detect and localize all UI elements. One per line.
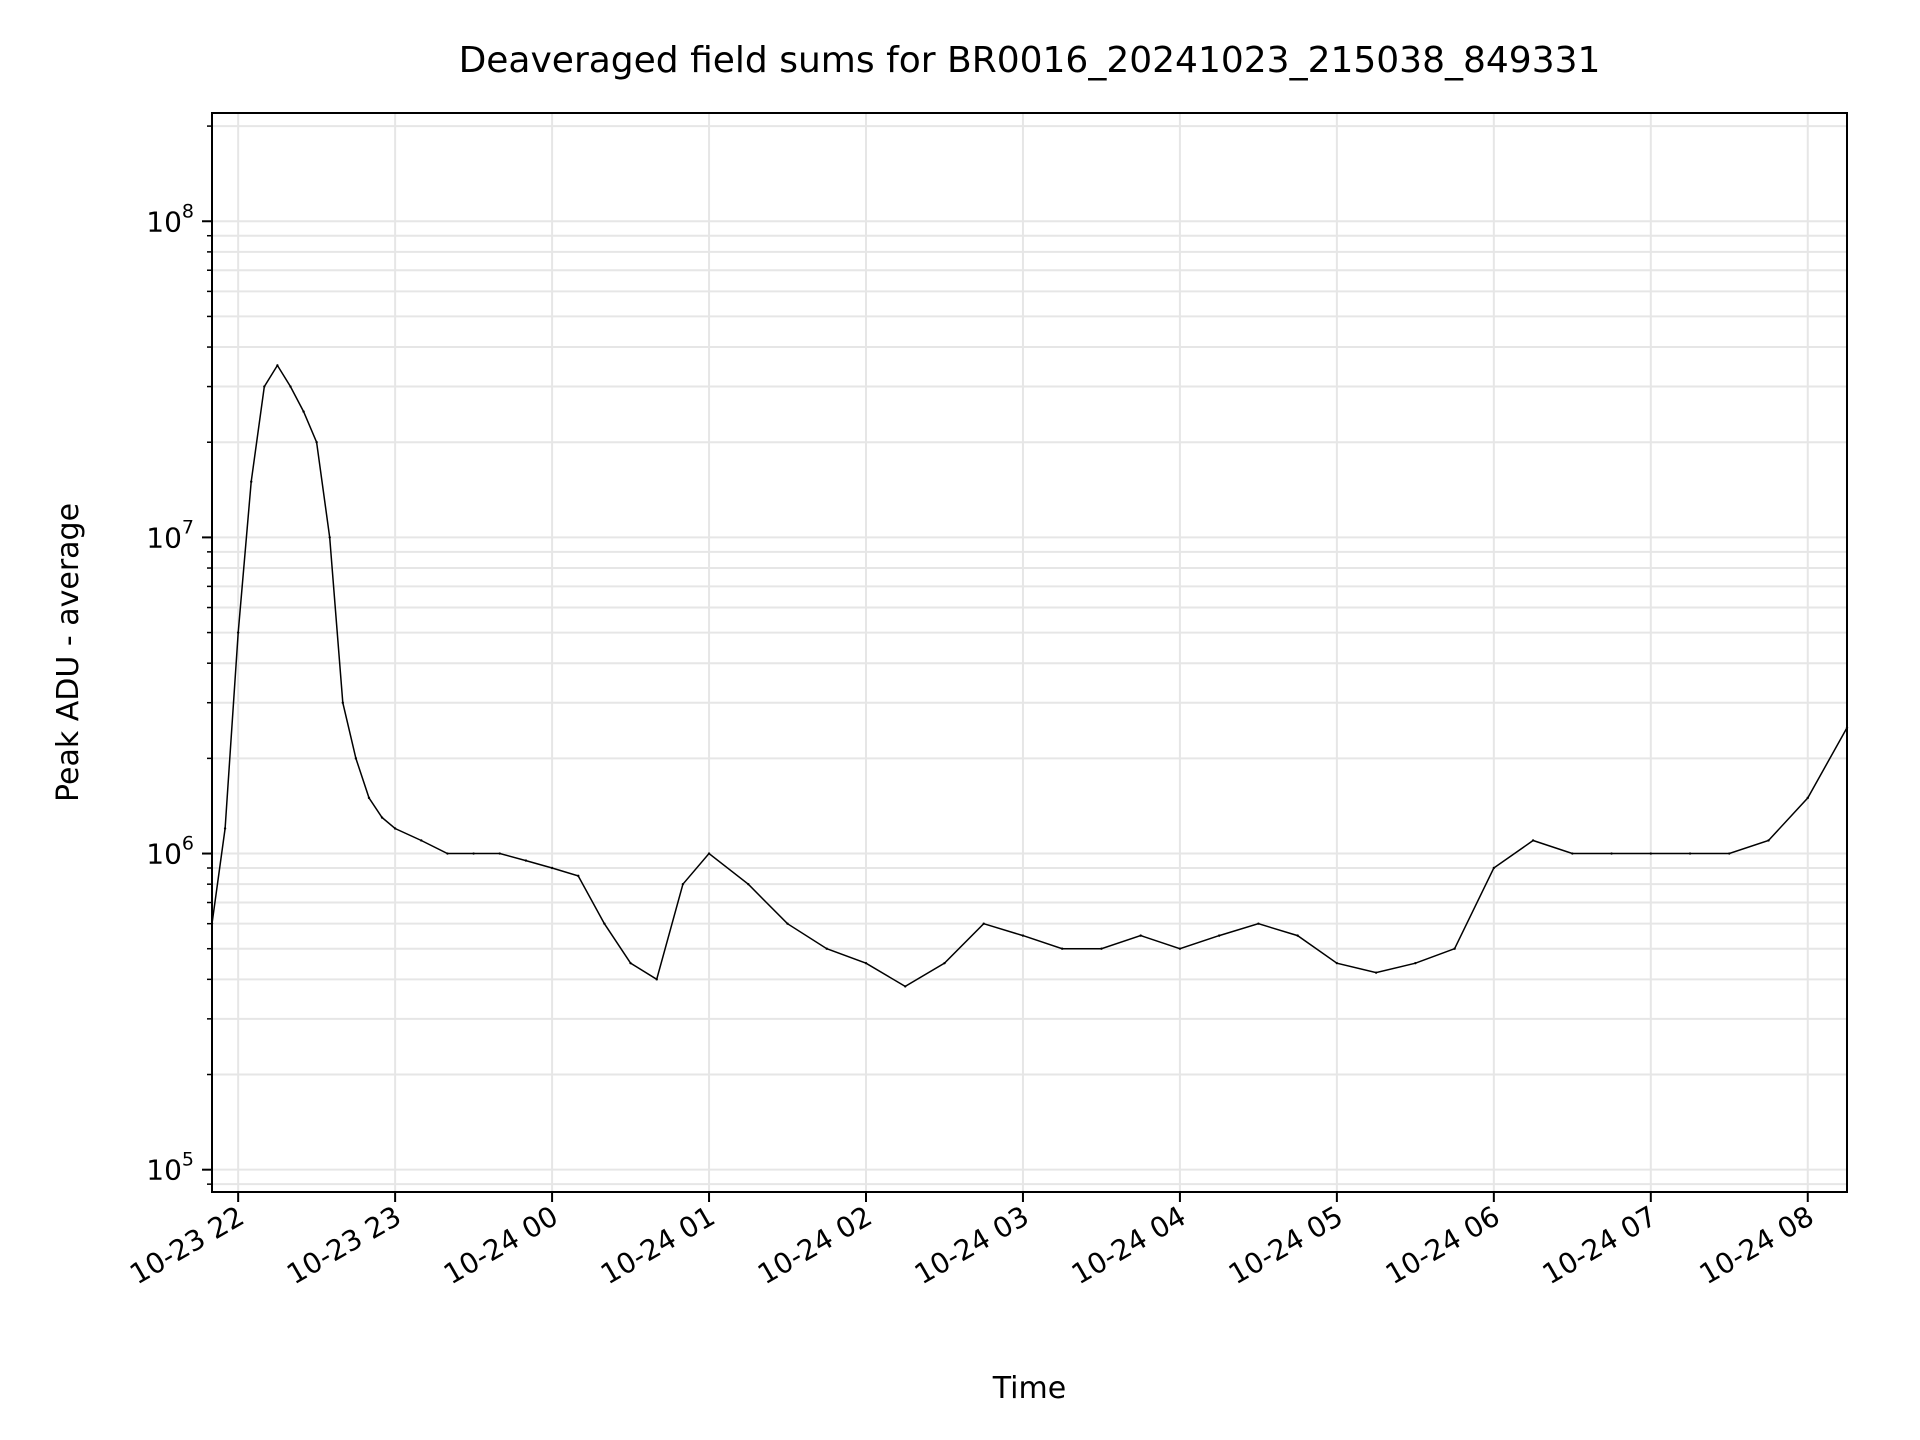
- data-point: [524, 859, 528, 862]
- data-point: [446, 852, 449, 855]
- data-point: [250, 480, 253, 483]
- data-point: [1374, 971, 1378, 974]
- data-point: [864, 961, 868, 965]
- data-point: [550, 866, 554, 870]
- data-point: [223, 827, 227, 830]
- y-tick-base: 10: [146, 521, 182, 554]
- data-point: [341, 701, 344, 704]
- data-point: [289, 385, 292, 388]
- data-point: [1414, 961, 1417, 965]
- data-point: [982, 922, 985, 925]
- chart-title: Deaveraged field sums for BR0016_2024102…: [459, 40, 1601, 81]
- y-tick-label: 108: [146, 200, 194, 238]
- data-point: [786, 922, 789, 925]
- data-point: [472, 852, 475, 855]
- y-axis-label: Peak ADU - average: [51, 503, 86, 802]
- y-tick-exponent: 5: [182, 1149, 194, 1171]
- y-tick-label: 106: [146, 833, 194, 871]
- data-point: [367, 796, 371, 800]
- data-point: [1571, 852, 1574, 855]
- data-point: [393, 827, 397, 830]
- data-point: [1178, 947, 1182, 950]
- x-axis-label: Time: [992, 1371, 1066, 1406]
- data-point: [1688, 852, 1692, 855]
- y-tick-exponent: 7: [182, 516, 194, 538]
- data-point: [263, 385, 266, 388]
- data-point: [747, 882, 750, 886]
- data-point: [302, 410, 305, 413]
- data-point: [1021, 934, 1025, 937]
- series-path: [211, 363, 1848, 988]
- data-point: [1257, 922, 1260, 925]
- y-tick-label: 105: [146, 1149, 194, 1187]
- data-point: [707, 852, 711, 855]
- data-point: [1492, 866, 1496, 870]
- y-tick-label: 107: [146, 516, 194, 554]
- data-point: [276, 364, 279, 367]
- data-point: [1217, 934, 1221, 937]
- data-point: [498, 852, 501, 855]
- data-point: [1335, 961, 1339, 965]
- data-point: [1610, 852, 1613, 855]
- data-point: [1061, 947, 1064, 950]
- data-point: [603, 922, 606, 925]
- data-point: [1806, 796, 1809, 800]
- y-tick-exponent: 6: [182, 833, 194, 855]
- plot-frame: [211, 112, 1848, 1193]
- data-point: [315, 441, 318, 444]
- data-point: [354, 757, 358, 760]
- data-point: [681, 882, 685, 886]
- data-point: [1531, 839, 1535, 842]
- data-point: [1728, 852, 1731, 855]
- data-point: [1453, 947, 1456, 950]
- y-tick-base: 10: [146, 1154, 182, 1187]
- y-tick-base: 10: [146, 838, 182, 871]
- data-point: [420, 839, 423, 842]
- data-point: [629, 961, 632, 965]
- data-point: [380, 816, 384, 819]
- data-point: [943, 961, 946, 965]
- data-point: [825, 947, 828, 950]
- data-point: [1767, 839, 1770, 842]
- data-point: [1139, 934, 1142, 937]
- data-point: [1649, 852, 1653, 855]
- data-point: [655, 978, 658, 981]
- data-point: [904, 985, 907, 988]
- y-tick-base: 10: [146, 205, 182, 238]
- data-point: [1100, 947, 1103, 950]
- y-tick-exponent: 8: [182, 200, 194, 222]
- data-point: [1296, 934, 1299, 937]
- data-point: [577, 874, 580, 878]
- data-point: [328, 536, 331, 539]
- grid: [212, 113, 1847, 1192]
- data-point: [236, 631, 240, 634]
